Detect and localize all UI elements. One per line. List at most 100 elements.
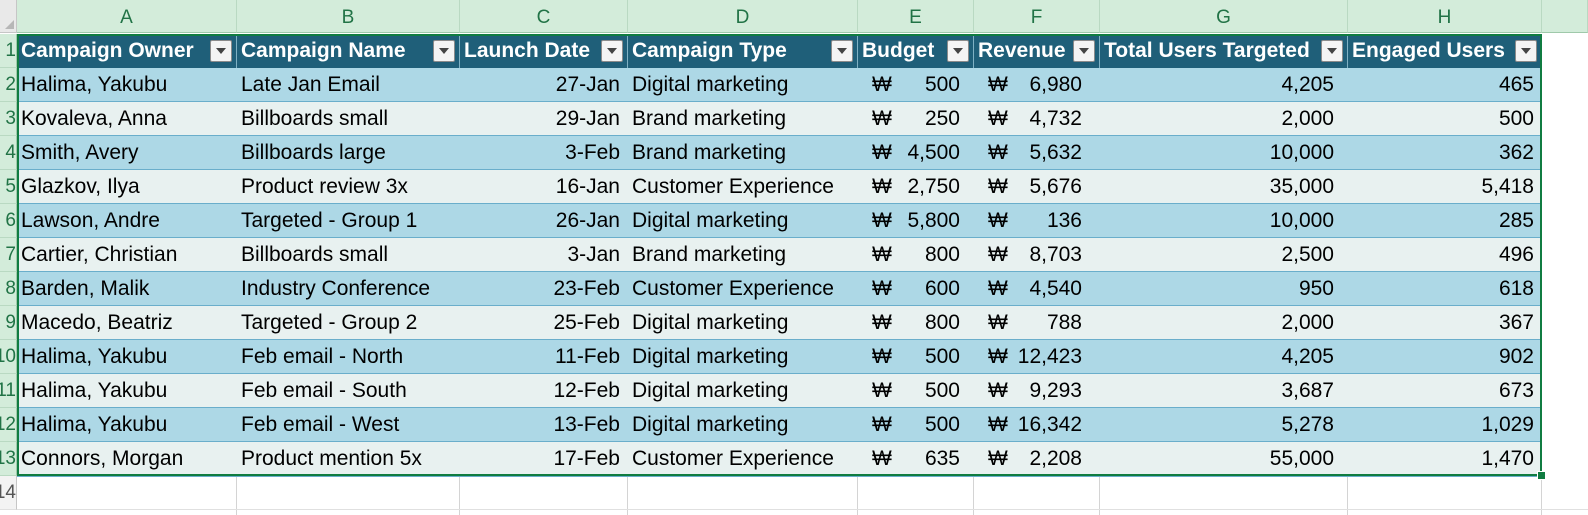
- column-header-f[interactable]: F: [974, 0, 1100, 33]
- cell-b5[interactable]: Product review 3x: [237, 170, 460, 204]
- cell-e6[interactable]: ₩5,800: [858, 204, 974, 238]
- cell-e12[interactable]: ₩500: [858, 408, 974, 442]
- cell-g12[interactable]: 5,278: [1100, 408, 1348, 442]
- filter-dropdown-icon[interactable]: [1321, 40, 1343, 62]
- row-header-5[interactable]: 5: [0, 170, 17, 204]
- column-header-g[interactable]: G: [1100, 0, 1348, 33]
- cell-h12[interactable]: 1,029: [1348, 408, 1542, 442]
- row-header-10[interactable]: 10: [0, 340, 17, 374]
- row-header-7[interactable]: 7: [0, 238, 17, 272]
- row-header-3[interactable]: 3: [0, 102, 17, 136]
- column-header-c[interactable]: C: [460, 0, 628, 33]
- cell-a10[interactable]: Halima, Yakubu: [17, 340, 237, 374]
- cell-d13[interactable]: Customer Experience: [628, 442, 858, 476]
- cell-a4[interactable]: Smith, Avery: [17, 136, 237, 170]
- select-all-corner[interactable]: [0, 0, 17, 33]
- cell-c2[interactable]: 27-Jan: [460, 68, 628, 102]
- cell-d8[interactable]: Customer Experience: [628, 272, 858, 306]
- cell-b6[interactable]: Targeted - Group 1: [237, 204, 460, 238]
- cell-d3[interactable]: Brand marketing: [628, 102, 858, 136]
- row-header-13[interactable]: 13: [0, 442, 17, 476]
- cell-c7[interactable]: 3-Jan: [460, 238, 628, 272]
- cell-c13[interactable]: 17-Feb: [460, 442, 628, 476]
- cell-e7[interactable]: ₩800: [858, 238, 974, 272]
- cell-h2[interactable]: 465: [1348, 68, 1542, 102]
- cell-d2[interactable]: Digital marketing: [628, 68, 858, 102]
- row-header-1[interactable]: 1: [0, 34, 17, 68]
- column-header-next[interactable]: [1542, 0, 1588, 33]
- cell-b7[interactable]: Billboards small: [237, 238, 460, 272]
- cell-f8[interactable]: ₩4,540: [974, 272, 1100, 306]
- cell-d11[interactable]: Digital marketing: [628, 374, 858, 408]
- cell-h9[interactable]: 367: [1348, 306, 1542, 340]
- cell-g11[interactable]: 3,687: [1100, 374, 1348, 408]
- cell-b4[interactable]: Billboards large: [237, 136, 460, 170]
- cell-g2[interactable]: 4,205: [1100, 68, 1348, 102]
- cell-e10[interactable]: ₩500: [858, 340, 974, 374]
- cell-d12[interactable]: Digital marketing: [628, 408, 858, 442]
- filter-dropdown-icon[interactable]: [433, 40, 455, 62]
- cell-c3[interactable]: 29-Jan: [460, 102, 628, 136]
- cell-c5[interactable]: 16-Jan: [460, 170, 628, 204]
- cell-b3[interactable]: Billboards small: [237, 102, 460, 136]
- cell-e3[interactable]: ₩250: [858, 102, 974, 136]
- cell-h11[interactable]: 673: [1348, 374, 1542, 408]
- cell-f9[interactable]: ₩788: [974, 306, 1100, 340]
- cell-a6[interactable]: Lawson, Andre: [17, 204, 237, 238]
- cell-e5[interactable]: ₩2,750: [858, 170, 974, 204]
- cell-h3[interactable]: 500: [1348, 102, 1542, 136]
- filter-dropdown-icon[interactable]: [1515, 40, 1537, 62]
- cell-g4[interactable]: 10,000: [1100, 136, 1348, 170]
- cell-d4[interactable]: Brand marketing: [628, 136, 858, 170]
- cell-g6[interactable]: 10,000: [1100, 204, 1348, 238]
- cell-h13[interactable]: 1,470: [1348, 442, 1542, 476]
- cell-c10[interactable]: 11-Feb: [460, 340, 628, 374]
- cell-a7[interactable]: Cartier, Christian: [17, 238, 237, 272]
- cell-h10[interactable]: 902: [1348, 340, 1542, 374]
- cell-a3[interactable]: Kovaleva, Anna: [17, 102, 237, 136]
- cell-c9[interactable]: 25-Feb: [460, 306, 628, 340]
- cell-g3[interactable]: 2,000: [1100, 102, 1348, 136]
- cell-f3[interactable]: ₩4,732: [974, 102, 1100, 136]
- cell-e9[interactable]: ₩800: [858, 306, 974, 340]
- cell-h5[interactable]: 5,418: [1348, 170, 1542, 204]
- cell-g10[interactable]: 4,205: [1100, 340, 1348, 374]
- cell-g13[interactable]: 55,000: [1100, 442, 1348, 476]
- cell-g5[interactable]: 35,000: [1100, 170, 1348, 204]
- column-header-b[interactable]: B: [237, 0, 460, 33]
- cell-a11[interactable]: Halima, Yakubu: [17, 374, 237, 408]
- cell-f2[interactable]: ₩6,980: [974, 68, 1100, 102]
- cell-g9[interactable]: 2,000: [1100, 306, 1348, 340]
- cell-d9[interactable]: Digital marketing: [628, 306, 858, 340]
- cell-f13[interactable]: ₩2,208: [974, 442, 1100, 476]
- cell-d6[interactable]: Digital marketing: [628, 204, 858, 238]
- cell-f4[interactable]: ₩5,632: [974, 136, 1100, 170]
- cell-a8[interactable]: Barden, Malik: [17, 272, 237, 306]
- cell-f6[interactable]: ₩136: [974, 204, 1100, 238]
- cell-e2[interactable]: ₩500: [858, 68, 974, 102]
- cell-b2[interactable]: Late Jan Email: [237, 68, 460, 102]
- cell-d5[interactable]: Customer Experience: [628, 170, 858, 204]
- cell-e4[interactable]: ₩4,500: [858, 136, 974, 170]
- cell-d7[interactable]: Brand marketing: [628, 238, 858, 272]
- cell-c11[interactable]: 12-Feb: [460, 374, 628, 408]
- cell-b10[interactable]: Feb email - North: [237, 340, 460, 374]
- cell-c12[interactable]: 13-Feb: [460, 408, 628, 442]
- cell-d10[interactable]: Digital marketing: [628, 340, 858, 374]
- cell-f7[interactable]: ₩8,703: [974, 238, 1100, 272]
- cell-g7[interactable]: 2,500: [1100, 238, 1348, 272]
- cell-f10[interactable]: ₩12,423: [974, 340, 1100, 374]
- row-header-14[interactable]: 14: [0, 476, 17, 510]
- cell-e11[interactable]: ₩500: [858, 374, 974, 408]
- cell-f11[interactable]: ₩9,293: [974, 374, 1100, 408]
- row-header-2[interactable]: 2: [0, 68, 17, 102]
- cell-b11[interactable]: Feb email - South: [237, 374, 460, 408]
- cell-e8[interactable]: ₩600: [858, 272, 974, 306]
- filter-dropdown-icon[interactable]: [601, 40, 623, 62]
- cell-f5[interactable]: ₩5,676: [974, 170, 1100, 204]
- row-header-11[interactable]: 11: [0, 374, 17, 408]
- cell-a13[interactable]: Connors, Morgan: [17, 442, 237, 476]
- row-header-6[interactable]: 6: [0, 204, 17, 238]
- cell-a2[interactable]: Halima, Yakubu: [17, 68, 237, 102]
- cell-f12[interactable]: ₩16,342: [974, 408, 1100, 442]
